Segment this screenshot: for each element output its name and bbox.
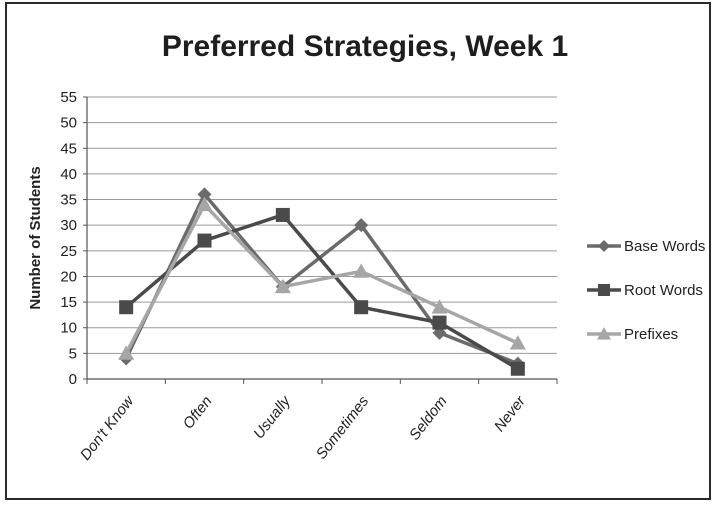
legend-item-prefixes: Prefixes — [587, 326, 678, 343]
data-point-base-words — [197, 187, 212, 202]
y-tick-label: 30 — [60, 217, 77, 234]
data-point-root-words — [275, 207, 290, 222]
data-point-prefixes — [353, 263, 370, 278]
data-point-root-words — [197, 233, 212, 248]
data-point-prefixes — [274, 278, 291, 294]
y-tick-label: 55 — [60, 89, 77, 106]
y-tick-label: 50 — [60, 115, 77, 132]
x-tick-label: Seldom — [406, 393, 451, 444]
data-point-root-words — [119, 300, 134, 315]
y-tick-label: 45 — [60, 140, 77, 157]
y-tick-label: 20 — [60, 268, 77, 285]
data-point-prefixes — [509, 335, 526, 350]
data-point-prefixes — [431, 299, 448, 314]
y-tick-label: 25 — [60, 243, 77, 260]
x-tick-label: Usually — [250, 392, 295, 442]
x-tick-label: Don't Know — [77, 392, 138, 463]
y-tick-label: 40 — [60, 166, 77, 183]
legend-item-base-words: Base Words — [587, 238, 705, 255]
x-tick-labels: Don't Know Often Usually Sometimes Seldom Nev… — [77, 392, 530, 464]
data-point-root-words — [354, 300, 369, 315]
data-point-root-words — [510, 361, 525, 376]
legend-marker — [598, 284, 610, 296]
axes — [83, 96, 558, 384]
data-point-prefixes — [196, 196, 213, 212]
y-tick-label: 5 — [69, 345, 77, 362]
series-line-prefixes — [124, 202, 519, 355]
y-tick-label: 0 — [69, 371, 77, 388]
legend-marker — [597, 327, 611, 340]
legend-label: Prefixes — [624, 326, 678, 343]
x-tick-label: Sometimes — [313, 393, 373, 463]
series-line-root-words — [125, 213, 519, 371]
legend-label: Root Words — [624, 282, 703, 299]
y-axis-label: Number of Students — [27, 166, 44, 309]
legend-marker — [598, 240, 610, 252]
legend: Base Words Root Words Prefixes — [587, 238, 705, 343]
data-point-root-words — [432, 315, 447, 330]
legend-label: Base Words — [624, 238, 705, 255]
data-point-prefixes — [118, 345, 135, 360]
legend-item-root-words: Root Words — [587, 282, 703, 299]
data-point-base-words — [354, 218, 369, 233]
y-tick-label: 10 — [60, 320, 77, 337]
series-prefixes — [118, 196, 526, 360]
y-tick-label: 15 — [60, 294, 77, 311]
y-tick-labels: 0 5 10 15 20 25 30 35 40 45 50 55 — [60, 89, 77, 388]
gridlines — [87, 96, 557, 354]
x-tick-label: Often — [180, 393, 216, 432]
series-root-words — [119, 207, 525, 376]
series-group — [118, 187, 526, 376]
x-tick-label: Never — [491, 392, 530, 435]
y-tick-label: 35 — [60, 192, 77, 209]
chart-title: Preferred Strategies, Week 1 — [162, 30, 568, 63]
series-line-base-words — [124, 192, 519, 366]
